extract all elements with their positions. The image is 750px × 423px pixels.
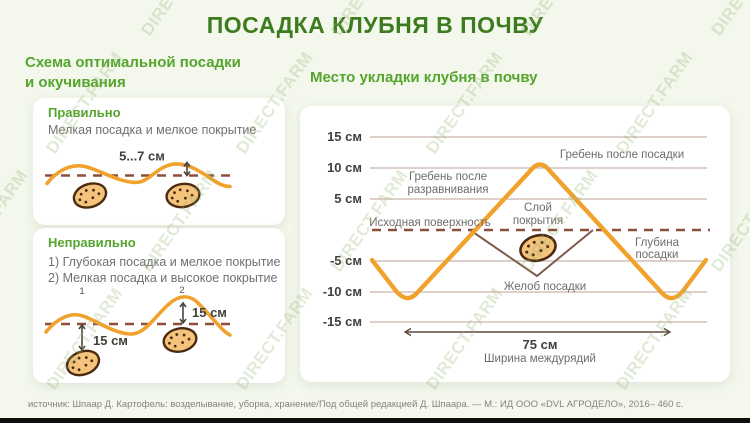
left-section-heading: Схема оптимальной посадки и окучивания (25, 53, 241, 93)
card-correct-title: Правильно (48, 105, 121, 120)
shallow-depth-measure-label: 5...7 см (119, 149, 165, 164)
potato-icon (163, 180, 203, 211)
potato-icon (516, 230, 560, 266)
label-ridge-after-leveling-1: Гребень после (409, 171, 487, 183)
right-section-heading: Место укладки клубня в почву (310, 69, 538, 86)
label-planting-depth-2: посадки (636, 249, 679, 261)
tick-m15: -15 см (323, 314, 362, 329)
grid-lines (370, 136, 707, 323)
source-citation: источник: Шпаар Д. Картофель: возделыван… (28, 399, 684, 410)
label-ridge-after-planting: Гребень после посадки (560, 149, 684, 161)
incorrect-planting-diagram: 1 2 15 см 15 см (44, 285, 232, 381)
soil-surface-wave (44, 295, 232, 337)
page-title: ПОСАДКА КЛУБНЯ В ПОЧВУ (206, 12, 544, 38)
tick-15: 15 см (327, 129, 362, 144)
row-width-caption: Ширина междурядий (484, 353, 596, 365)
card-correct-desc: Мелкая посадка и мелкое покрытие (48, 123, 257, 137)
measure-arrow (183, 161, 191, 177)
high-cover-arrow (179, 301, 187, 325)
card-incorrect-planting: Неправильно 1) Глубокая посадка и мелкое… (33, 228, 285, 383)
left-heading-line1: Схема оптимальной посадки (25, 54, 241, 71)
tick-10: 10 см (327, 160, 362, 175)
row-width-arrow (403, 327, 672, 337)
soil-profile-chart: 15 см 10 см 5 см -5 см -10 см -15 см Гре… (323, 129, 710, 365)
row-width-value: 75 см (523, 337, 558, 352)
card-incorrect-item1: 1) Глубокая посадка и мелкое покрытие (48, 255, 281, 269)
card-incorrect-title: Неправильно (48, 235, 136, 250)
deep-planting-measure: 15 см (93, 333, 128, 348)
left-heading-line2: и окучивания (25, 74, 126, 91)
bottom-bar (0, 418, 750, 423)
watermark-text: DIRECT.FARM (0, 166, 32, 276)
case-marker-1: 1 (79, 286, 84, 297)
soil-profile-line (369, 162, 709, 301)
tick-m10: -10 см (323, 284, 362, 299)
tick-5: 5 см (334, 191, 362, 206)
label-cover-layer-1: Слой (524, 202, 552, 214)
potato-icon (62, 345, 104, 381)
potato-icon (69, 178, 111, 213)
tick-m5: -5 см (330, 253, 362, 268)
high-cover-measure: 15 см (192, 305, 227, 320)
potato-icon (160, 324, 200, 356)
label-initial-surface: Исходная поверхность (369, 217, 490, 229)
soil-profile-chart-card: 15 см 10 см 5 см -5 см -10 см -15 см Гре… (300, 106, 730, 382)
card-incorrect-item2: 2) Мелкая посадка и высокое покрытие (48, 271, 278, 285)
card-correct-planting: Правильно Мелкая посадка и мелкое покрыт… (33, 98, 285, 225)
label-ridge-after-leveling-2: разравнивания (408, 184, 489, 196)
label-planting-depth-1: Глубина (635, 237, 680, 249)
case-marker-2: 2 (179, 285, 184, 296)
planting-furrow-outline (469, 229, 594, 278)
label-cover-layer-2: покрытия (513, 215, 563, 227)
soil-surface-wave (45, 162, 232, 189)
deep-planting-arrow (78, 323, 86, 352)
label-planting-furrow: Желоб посадки (504, 281, 586, 293)
